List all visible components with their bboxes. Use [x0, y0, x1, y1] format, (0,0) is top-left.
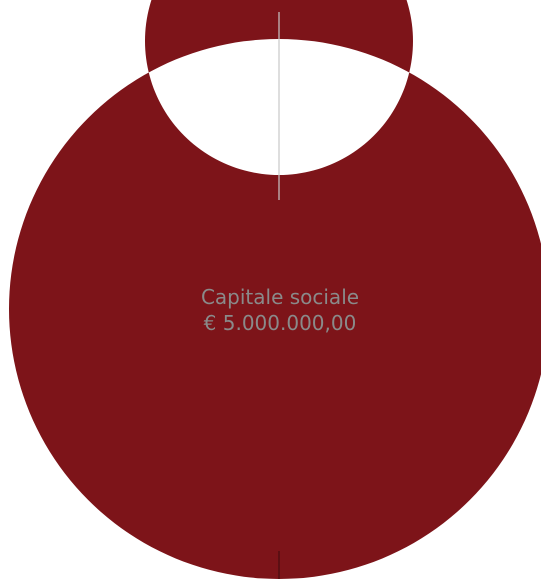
donut-slices [8, 0, 541, 579]
center-label-value: € 5.000.000,00 [204, 311, 357, 335]
donut-slice-0 [8, 0, 541, 579]
center-label-title: Capitale sociale [201, 285, 359, 309]
